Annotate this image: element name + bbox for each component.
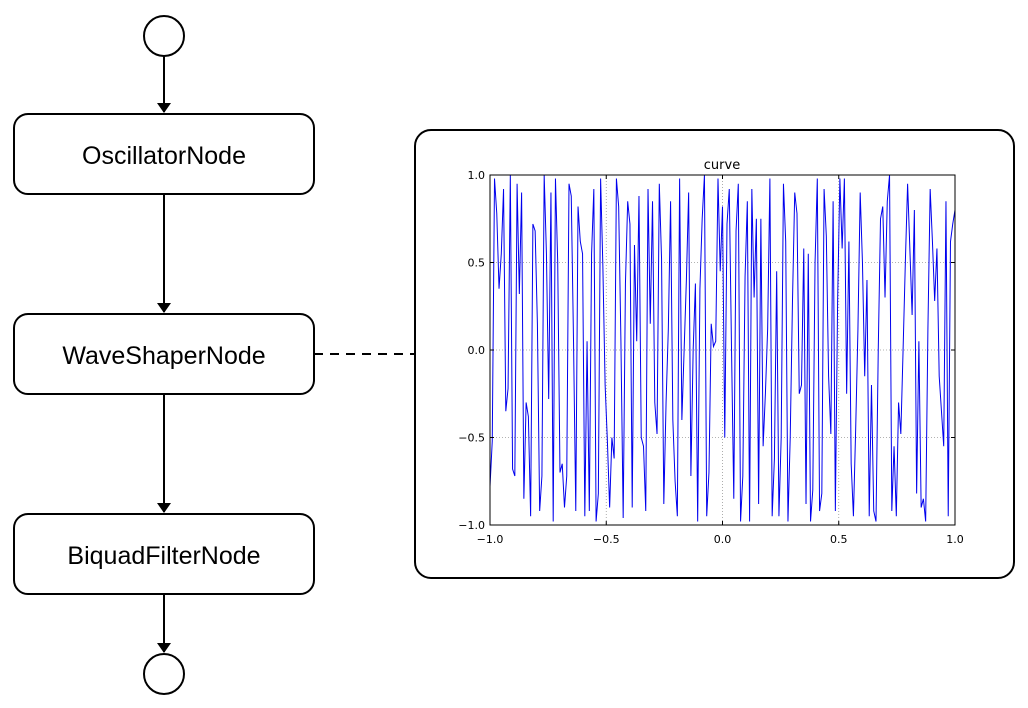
- x-tick-label: −1.0: [477, 533, 504, 546]
- curve-series-line: [490, 175, 955, 522]
- chart-title: curve: [704, 158, 740, 173]
- y-tick-label: 0.0: [468, 344, 486, 357]
- oscillator-node: OscillatorNode: [13, 113, 315, 195]
- biquad-node: BiquadFilterNode: [13, 513, 315, 595]
- x-tick-label: −0.5: [593, 533, 620, 546]
- start-node: [143, 15, 185, 57]
- x-tick-label: 0.0: [714, 533, 732, 546]
- oscillator-node-label: OscillatorNode: [82, 142, 246, 170]
- end-node: [143, 653, 185, 695]
- x-tick-label: 0.5: [830, 533, 848, 546]
- y-tick-label: −0.5: [458, 432, 485, 445]
- waveshaper-node-label: WaveShaperNode: [62, 342, 265, 370]
- y-tick-label: 1.0: [468, 169, 486, 182]
- curve-chart: curve −1.0 −0.5 0.0 0.5 1.0 1.0 0.5 0.0 −0.5 −1.0: [458, 158, 963, 546]
- curve-panel: [414, 129, 1015, 579]
- waveshaper-node: WaveShaperNode: [13, 313, 315, 395]
- y-tick-label: −1.0: [458, 519, 485, 532]
- biquad-node-label: BiquadFilterNode: [67, 542, 260, 570]
- x-tick-label: 1.0: [946, 533, 964, 546]
- y-tick-label: 0.5: [468, 257, 486, 270]
- chart-ticks: −1.0 −0.5 0.0 0.5 1.0 1.0 0.5 0.0 −0.5 −1.0: [458, 169, 963, 546]
